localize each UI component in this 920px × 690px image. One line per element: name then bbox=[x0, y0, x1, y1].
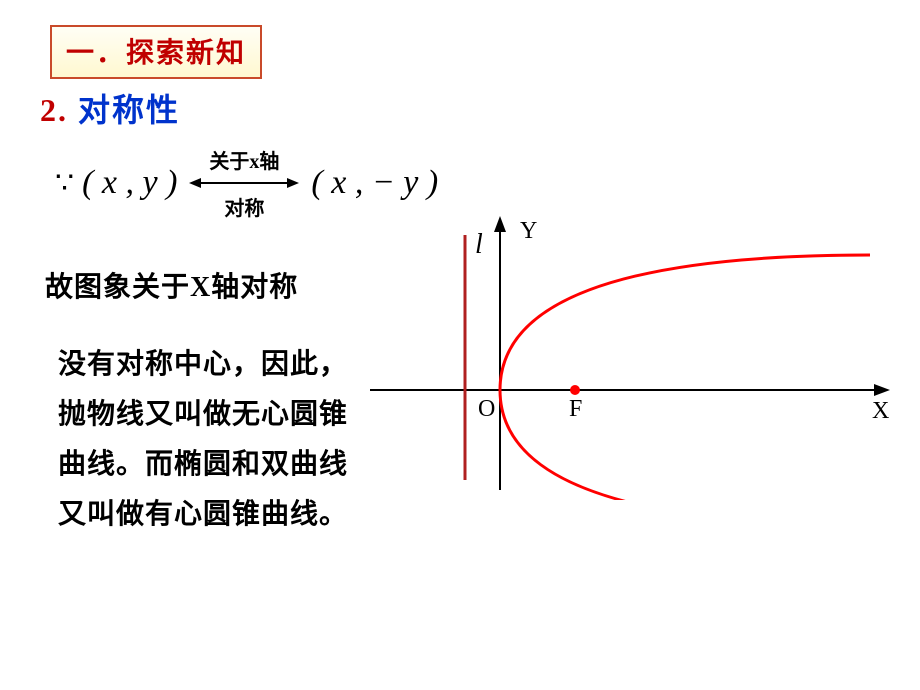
subsection-number: 2. bbox=[40, 92, 68, 128]
double-arrow-icon bbox=[189, 176, 299, 190]
section-title-box: 一．探索新知 bbox=[50, 25, 262, 79]
svg-text:Y: Y bbox=[520, 218, 537, 244]
parabola-graph: Y X O Fl bbox=[360, 210, 890, 500]
because-symbol: ∵ bbox=[55, 166, 74, 201]
para-line-1: 没有对称中心，因此， bbox=[58, 340, 398, 390]
arrow-top-label: 关于x轴 bbox=[209, 145, 279, 174]
subsection-title: 2. 对称性 bbox=[40, 85, 180, 131]
svg-text:X: X bbox=[872, 398, 889, 424]
equation-right: ( x , − y ) bbox=[311, 164, 438, 202]
arrow-bottom-label: 对称 bbox=[224, 192, 264, 221]
explanation-paragraph: 没有对称中心，因此， 抛物线又叫做无心圆锥 曲线。而椭圆和双曲线 又叫做有心圆锥… bbox=[58, 340, 398, 540]
section-title-text: 一．探索新知 bbox=[66, 38, 246, 69]
equation-left: ( x , y ) bbox=[82, 164, 177, 202]
para-line-4: 又叫做有心圆锥曲线。 bbox=[58, 490, 398, 540]
para-line-3: 曲线。而椭圆和双曲线 bbox=[58, 440, 398, 490]
double-arrow-block: 关于x轴 对称 bbox=[189, 145, 299, 221]
para-line-2: 抛物线又叫做无心圆锥 bbox=[58, 390, 398, 440]
svg-text:O: O bbox=[478, 396, 495, 422]
conclusion-line: 故图象关于X轴对称 bbox=[45, 265, 298, 305]
subsection-text: 对称性 bbox=[78, 92, 180, 128]
svg-text:F: F bbox=[569, 396, 582, 422]
svg-text:l: l bbox=[475, 229, 483, 260]
